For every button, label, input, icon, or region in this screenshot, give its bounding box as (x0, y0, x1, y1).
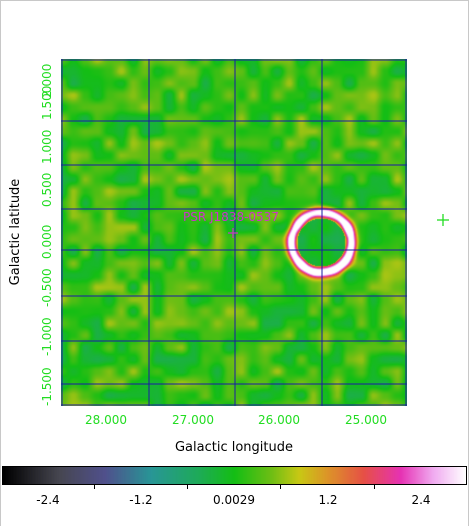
source-label: PSR J1838-0537 (183, 210, 279, 224)
crosshair-marker-icon (436, 213, 450, 227)
colorbar-label: 2.4 (391, 493, 451, 507)
y-tick-label-neg0500: -0.500 (40, 268, 54, 307)
y-tick-label-2000: 2.000 (40, 64, 54, 98)
y-tick-labels: -1.500 -1.000 -0.500 0.000 0.500 1.000 1… (40, 59, 56, 406)
x-tick-label-26: 26.000 (249, 413, 309, 427)
x-axis-title: Galactic longitude (61, 440, 407, 455)
window-left-edge (0, 0, 1, 526)
y-tick-label-neg1500: -1.500 (40, 367, 54, 406)
x-tick-label-25: 25.000 (336, 413, 396, 427)
colorbar-label: -2.4 (18, 493, 78, 507)
window-top-edge (0, 0, 469, 1)
colorbar-label: -1.2 (111, 493, 171, 507)
map-overlay: PSR J1838-0537 (61, 59, 407, 406)
x-tick-label-27: 27.000 (163, 413, 223, 427)
y-tick-label-1000: 1.000 (40, 130, 54, 164)
colorbar-gradient (3, 467, 466, 484)
colorbar-tick (280, 485, 281, 489)
significance-map[interactable]: PSR J1838-0537 (61, 59, 407, 406)
colorbar-label: 1.2 (298, 493, 358, 507)
colorbar-tick (374, 485, 375, 489)
colorbar-tick (187, 485, 188, 489)
colorbar-tick (94, 485, 95, 489)
y-tick-label-neg1000: -1.000 (40, 317, 54, 356)
y-tick-label-0500: 0.500 (40, 173, 54, 207)
y-tick-label-0000: 0.000 (40, 225, 54, 259)
colorbar[interactable] (2, 466, 467, 485)
colorbar-label: 0.0029 (204, 493, 264, 507)
x-tick-label-28: 28.000 (76, 413, 136, 427)
y-axis-title: Galactic latitude (8, 179, 23, 286)
